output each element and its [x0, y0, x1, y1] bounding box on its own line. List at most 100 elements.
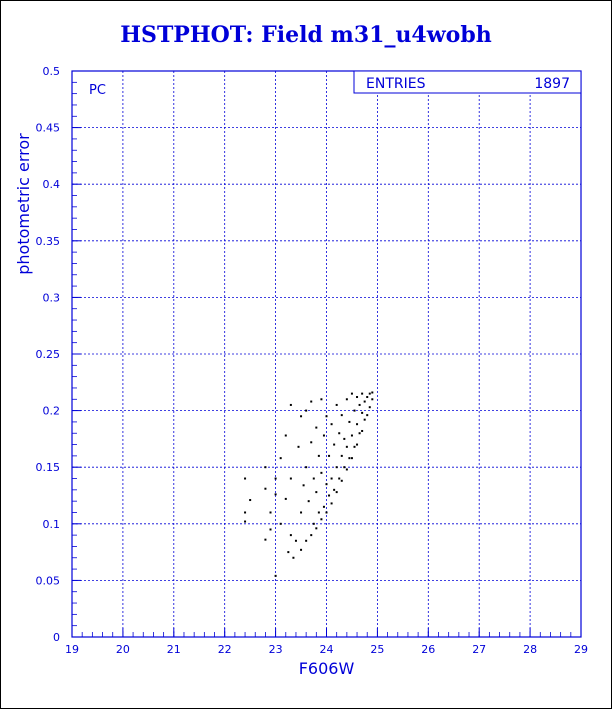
data-point — [300, 415, 303, 418]
data-point — [310, 534, 313, 537]
data-point — [292, 556, 295, 559]
data-point — [343, 466, 346, 469]
data-point — [333, 488, 336, 491]
data-point — [315, 527, 318, 530]
data-point — [353, 409, 356, 412]
data-point — [343, 437, 346, 440]
x-tick-label: 24 — [320, 643, 334, 656]
data-point — [315, 426, 318, 429]
stats-box — [353, 70, 582, 94]
data-point — [361, 392, 364, 395]
data-point — [322, 434, 325, 437]
data-point — [305, 466, 308, 469]
x-tick-label: 26 — [421, 643, 435, 656]
data-point — [330, 502, 333, 505]
data-point — [345, 445, 348, 448]
data-points — [244, 391, 374, 577]
data-point — [345, 398, 348, 401]
data-point — [340, 454, 343, 457]
data-point — [284, 434, 287, 437]
y-tick-label: 0.1 — [43, 518, 61, 531]
data-point — [358, 432, 361, 435]
data-point — [312, 522, 315, 525]
data-point — [307, 500, 310, 503]
y-tick-label: 0.3 — [43, 291, 61, 304]
y-tick-label: 0 — [53, 631, 60, 644]
y-tick-label: 0.25 — [36, 348, 61, 361]
data-point — [310, 441, 313, 444]
y-tick-label: 0.5 — [43, 65, 61, 78]
data-point — [274, 493, 277, 496]
y-tick-label: 0.45 — [36, 122, 61, 135]
data-point — [348, 457, 351, 460]
y-tick-labels: 0 0.05 0.1 0.15 0.2 0.25 0.3 0.35 0.4 0.45 0.5 — [36, 65, 61, 644]
y-axis-label: photometric error — [14, 133, 33, 275]
data-point — [371, 398, 374, 401]
y-tick-label: 0.35 — [36, 235, 61, 248]
data-point — [361, 429, 364, 432]
grid-lines — [72, 71, 581, 637]
stats-entries-value: 1897 — [534, 76, 570, 92]
stats-entries-label: ENTRIES — [366, 76, 426, 92]
data-point — [350, 392, 353, 395]
data-point — [348, 420, 351, 423]
data-point — [264, 538, 267, 541]
data-point — [356, 423, 359, 426]
data-point — [363, 418, 366, 421]
data-point — [289, 534, 292, 537]
data-point — [317, 454, 320, 457]
data-point — [328, 454, 331, 457]
x-tick-label: 19 — [65, 643, 79, 656]
data-point — [328, 494, 331, 497]
data-point — [330, 423, 333, 426]
data-point — [287, 551, 290, 554]
x-axis-label: F606W — [299, 659, 355, 678]
data-point — [335, 466, 338, 469]
data-point — [340, 479, 343, 482]
data-point — [333, 443, 336, 446]
data-point — [305, 539, 308, 542]
y-tick-label: 0.15 — [36, 461, 61, 474]
x-tick-label: 28 — [523, 643, 537, 656]
data-point — [279, 522, 282, 525]
data-point — [358, 403, 361, 406]
data-point — [264, 466, 267, 469]
data-point — [325, 415, 328, 418]
x-tick-labels: 19 20 21 22 23 24 25 26 27 28 29 — [65, 643, 588, 656]
data-point — [330, 477, 333, 480]
data-point — [274, 477, 277, 480]
data-point — [363, 400, 366, 403]
data-point — [269, 528, 272, 531]
axis-ticks — [71, 70, 582, 638]
y-tick-label: 0.05 — [36, 574, 61, 587]
data-point — [366, 414, 369, 417]
data-point — [345, 468, 348, 471]
data-point — [335, 403, 338, 406]
x-tick-label: 20 — [116, 643, 130, 656]
y-tick-label: 0.4 — [43, 178, 61, 191]
data-point — [269, 511, 272, 514]
data-point — [335, 491, 338, 494]
data-point — [366, 396, 369, 399]
x-tick-label: 25 — [370, 643, 384, 656]
x-tick-label: 21 — [167, 643, 181, 656]
x-tick-label: 27 — [472, 643, 486, 656]
data-point — [317, 511, 320, 514]
data-point — [264, 487, 267, 490]
camera-annotation: PC — [89, 83, 106, 98]
data-point — [297, 445, 300, 448]
x-tick-label: 22 — [218, 643, 232, 656]
data-point — [302, 484, 305, 487]
y-tick-label: 0.2 — [43, 405, 61, 418]
data-point — [300, 548, 303, 551]
data-point — [350, 434, 353, 437]
data-point — [244, 477, 247, 480]
x-tick-label: 29 — [574, 643, 588, 656]
data-point — [300, 511, 303, 514]
data-point — [315, 491, 318, 494]
data-point — [312, 477, 315, 480]
data-point — [294, 539, 297, 542]
data-point — [368, 406, 371, 409]
data-point — [356, 443, 359, 446]
